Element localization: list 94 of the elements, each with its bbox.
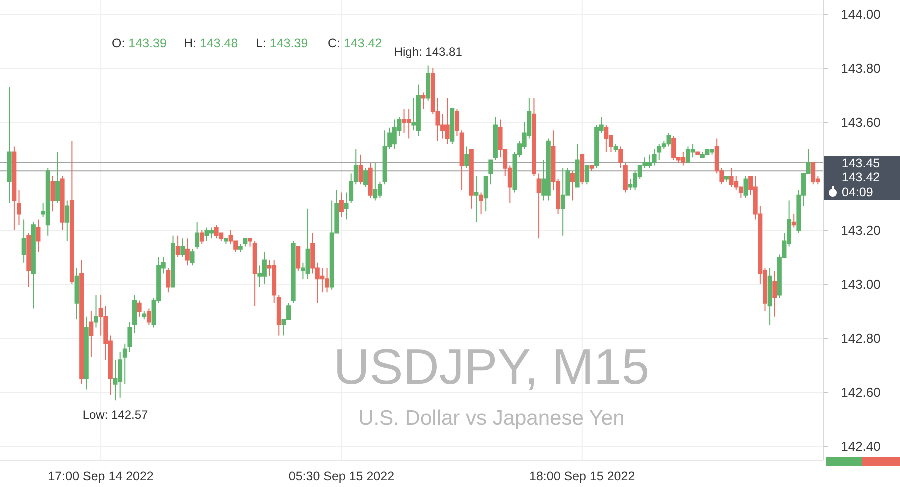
annotation: Low: 142.57: [82, 408, 149, 422]
candlestick: [60, 176, 65, 231]
candlestick: [368, 162, 373, 199]
candlestick: [296, 246, 301, 272]
candlestick: [128, 322, 132, 352]
x-tick-label: 17:00 Sep 14 2022: [48, 469, 154, 484]
y-tick-label: 143.20: [841, 223, 881, 238]
annotation: O: 143.39: [112, 36, 167, 50]
candlestick: [618, 146, 624, 169]
candlestick: [464, 146, 470, 169]
candlestick: [142, 311, 147, 320]
annotation: C: 143.42: [328, 36, 382, 50]
candlestick: [590, 165, 594, 172]
candlestick: [744, 176, 748, 199]
candlestick: [768, 268, 772, 326]
candlestick: [94, 294, 98, 328]
y-tick-label: 142.40: [841, 439, 881, 454]
candlestick: [238, 244, 243, 253]
candlestick: [146, 308, 152, 326]
candlestick: [570, 170, 575, 202]
candlestick: [171, 235, 176, 288]
candlestick: [339, 192, 344, 218]
candlestick: [22, 219, 26, 264]
candlestick: [358, 154, 364, 186]
candlestick: [17, 190, 22, 226]
candlestick: [243, 238, 248, 248]
candlestick: [248, 238, 252, 248]
ref-line-label: 143.42: [842, 170, 880, 184]
candlestick: [180, 238, 186, 258]
y-tick-label: 142.60: [841, 385, 881, 400]
candlestick: [122, 343, 128, 385]
candlestick: [176, 235, 180, 258]
candlestick: [493, 116, 498, 161]
candlestick: [724, 176, 729, 182]
candlestick: [200, 230, 204, 244]
y-tick-label: 143.80: [841, 61, 881, 76]
candlestick: [74, 268, 80, 320]
candlestick: [276, 294, 282, 336]
candlestick: [132, 294, 137, 334]
candlestick: [26, 232, 32, 288]
candlestick: [580, 154, 585, 186]
candlestick: [454, 108, 460, 136]
candlestick: [190, 248, 195, 266]
annotation: High: 143.81: [394, 45, 463, 59]
text: 04:09: [842, 185, 874, 200]
candlestick: [772, 270, 778, 318]
candlestick: [623, 162, 628, 194]
candlestick: [536, 173, 542, 240]
y-tick-label: 144.00: [841, 7, 881, 22]
candlestick: [70, 140, 74, 285]
candlestick: [450, 108, 455, 145]
y-tick-label: 143.60: [841, 115, 881, 130]
candlestick: [36, 219, 41, 253]
candlestick: [344, 192, 349, 220]
candlestick: [426, 65, 431, 102]
candlestick: [12, 146, 17, 231]
candlestick: [479, 192, 484, 215]
candlestick: [50, 176, 56, 212]
candlestick: [584, 165, 590, 186]
candlestick: [80, 260, 84, 385]
candlestick: [31, 222, 36, 310]
candlestick: [252, 240, 258, 307]
annotation: H: 143.48: [184, 36, 238, 50]
candlestick: [614, 144, 618, 153]
candlestick: [65, 200, 70, 242]
candlestick: [84, 316, 89, 390]
y-tick-label: 142.80: [841, 331, 881, 346]
x-tick-label: 05:30 Sep 15 2022: [288, 469, 395, 484]
candlestick: [532, 98, 536, 177]
x-tick-label: 18:00 Sep 15 2022: [530, 469, 636, 484]
text: USDJPY, M15: [334, 339, 650, 395]
candlestick: [56, 152, 60, 204]
ref-line-label: 143.45: [842, 156, 880, 170]
candlestick: [89, 311, 94, 358]
candlestick: [364, 168, 368, 188]
candlestick: [484, 176, 488, 212]
candlestick: [137, 300, 142, 318]
candlestick: [185, 238, 190, 266]
candlestick: [291, 240, 296, 304]
candlestick: [7, 86, 12, 204]
candlestick: [488, 160, 494, 186]
candlestick: [469, 149, 474, 210]
candlestick: [696, 152, 700, 156]
candlestick: [575, 144, 580, 188]
y-tick-label: 143.00: [841, 277, 881, 292]
candlestick: [421, 92, 426, 110]
candlestick: [460, 130, 464, 190]
text: U.S. Dollar vs Japanese Yen: [358, 407, 625, 430]
candlestick: [224, 238, 228, 244]
candlestick: [792, 214, 796, 228]
candlestick: [474, 176, 479, 223]
candlestick: [166, 268, 171, 294]
annotation: L: 143.39: [256, 36, 308, 50]
candlestick: [195, 222, 200, 250]
